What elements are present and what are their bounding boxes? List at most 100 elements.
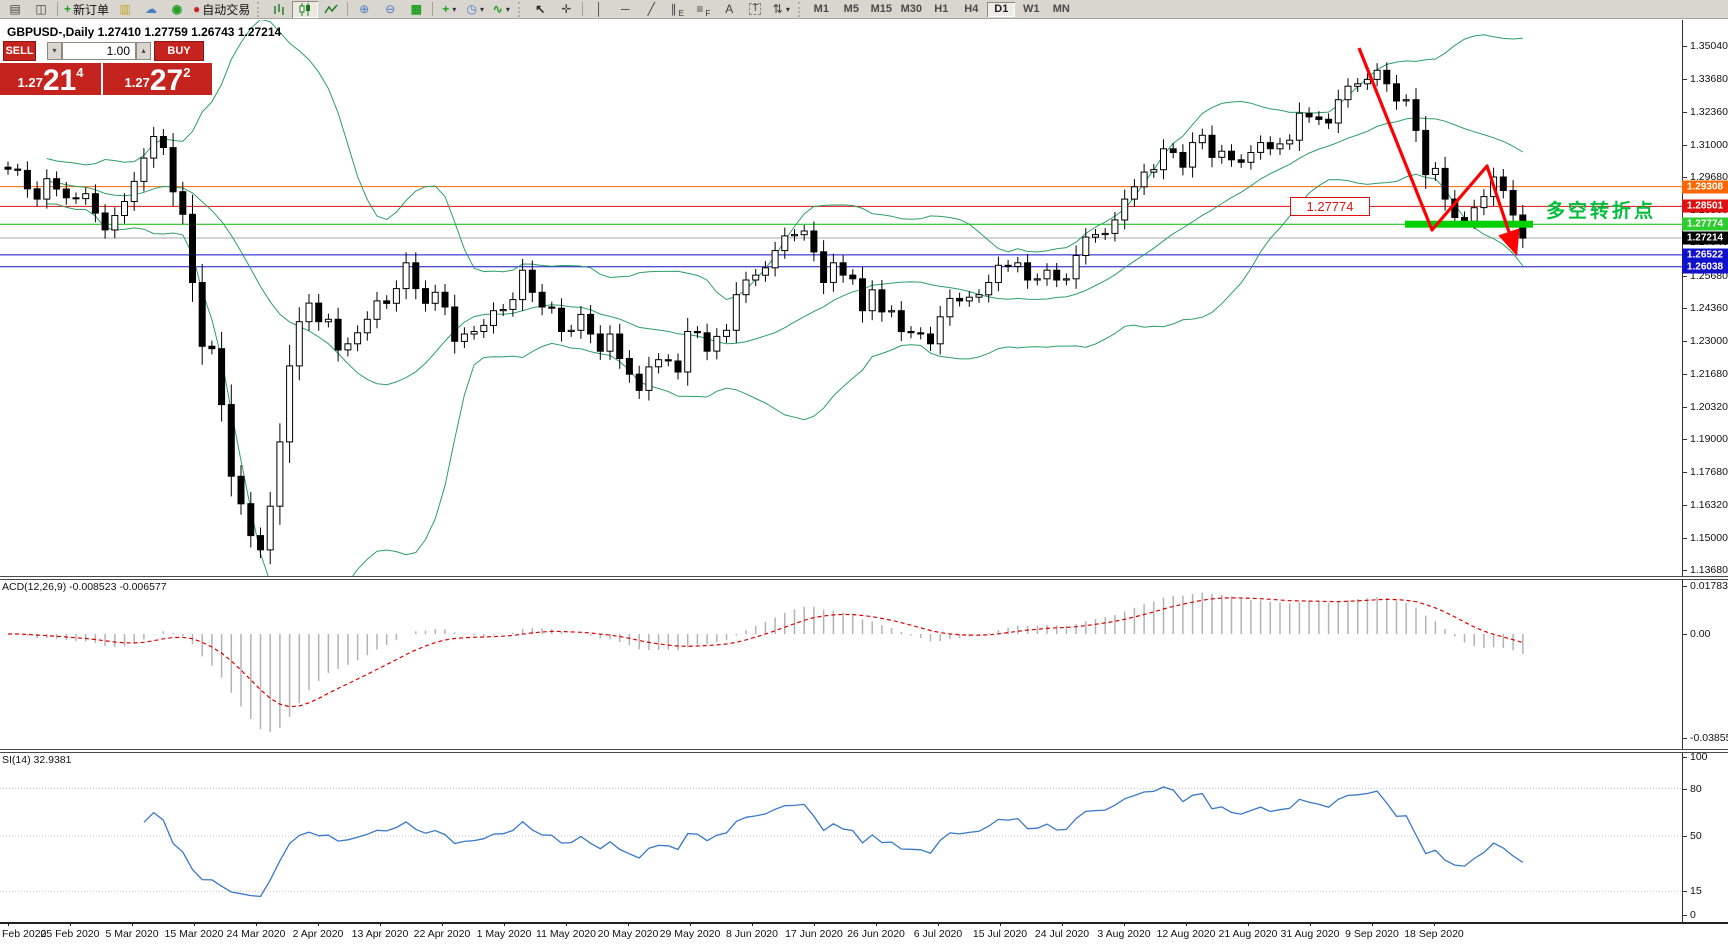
date-axis-label: Feb 2020 xyxy=(2,928,47,940)
timeframe-M5[interactable]: M5 xyxy=(843,3,859,15)
volume-decrease-button[interactable]: ▾ xyxy=(47,41,62,60)
profile-icon[interactable]: ◫ xyxy=(28,1,54,18)
toolbar-separator xyxy=(57,2,58,16)
date-axis-label: 31 Aug 2020 xyxy=(1280,928,1340,940)
price-level-badge: 1.26522 xyxy=(1682,248,1728,262)
price-annotation-box[interactable]: 1.27774 xyxy=(1290,197,1370,216)
zoom-in-button[interactable]: ⊕ xyxy=(351,1,377,18)
sell-price-big: 21 xyxy=(42,64,77,97)
channel-button[interactable]: ∥ E xyxy=(664,1,690,18)
date-axis-label: 26 Jun 2020 xyxy=(847,928,905,940)
fibonacci-letter: F xyxy=(705,8,711,18)
price-axis-tick xyxy=(1682,341,1687,343)
price-axis-label: 1.35040 xyxy=(1690,40,1728,52)
date-axis-tick xyxy=(1062,922,1063,926)
rsi-chart[interactable] xyxy=(0,752,1682,922)
bar-chart-button[interactable] xyxy=(266,1,292,18)
date-axis-tick xyxy=(504,922,505,926)
fibonacci-button[interactable]: ≡ F xyxy=(690,1,716,18)
new-order-button[interactable]: + 新订单 xyxy=(61,1,112,18)
macd-chart[interactable] xyxy=(0,578,1682,748)
date-axis-label: 18 Sep 2020 xyxy=(1404,928,1464,940)
sell-price-box[interactable]: 1.27 21 4 xyxy=(0,63,101,97)
sell-button[interactable]: SELL xyxy=(3,40,36,61)
price-axis-tick xyxy=(1682,569,1687,571)
date-axis-tick xyxy=(938,922,939,926)
date-axis-tick xyxy=(876,922,877,926)
periods-button[interactable]: ◷ ▾ xyxy=(462,1,488,18)
price-axis-tick xyxy=(1682,471,1687,473)
rsi-axis-label: 100 xyxy=(1690,751,1708,763)
price-axis-tick xyxy=(1682,145,1687,147)
toolbar: ▤ ◫ + 新订单 ▥ ☁ ◉ ● 自动交易 ⊕ ⊖ ▦ + ▾ xyxy=(0,0,1728,19)
autotrade-button[interactable]: ● 自动交易 xyxy=(190,1,253,18)
timeframe-M15[interactable]: M15 xyxy=(870,3,892,15)
buy-price-box[interactable]: 1.27 27 2 xyxy=(103,63,212,97)
plus-icon: + xyxy=(64,2,72,16)
price-axis-label: 1.13680 xyxy=(1690,563,1728,576)
history-icon: ▥ xyxy=(119,2,131,16)
timeframe-H4[interactable]: H4 xyxy=(964,3,979,15)
date-axis-label: 8 Jun 2020 xyxy=(726,928,778,940)
text-button[interactable]: A xyxy=(716,1,742,18)
templates-button[interactable]: ∿ ▾ xyxy=(488,1,514,18)
volume-increase-button[interactable]: ▴ xyxy=(136,41,151,60)
window-icon: ▤ xyxy=(9,2,21,16)
community-button[interactable]: ☁ xyxy=(138,1,164,18)
note-annotation[interactable]: 多空转折点 xyxy=(1546,201,1657,222)
toolbar-separator xyxy=(582,2,584,16)
trendline-button[interactable]: ╱ xyxy=(638,1,664,18)
timeframe-H1[interactable]: H1 xyxy=(934,3,949,15)
buy-button[interactable]: BUY xyxy=(154,40,204,61)
price-chart[interactable] xyxy=(0,20,1682,576)
buy-price-big: 27 xyxy=(149,64,184,97)
chart-window: GBPUSD-,Daily 1.27410 1.27759 1.26743 1.… xyxy=(0,20,1728,949)
toolbar-separator xyxy=(432,2,434,16)
history-center-button[interactable]: ▥ xyxy=(112,1,138,18)
crosshair-button[interactable]: ✛ xyxy=(553,1,579,18)
price-axis-label: 1.19000 xyxy=(1690,433,1728,446)
date-axis-label: 15 Mar 2020 xyxy=(164,928,224,940)
horizontal-line-button[interactable]: ─ xyxy=(612,1,638,18)
price-axis-tick xyxy=(1682,46,1687,47)
price-axis-tick xyxy=(1682,505,1687,507)
panel-separator-macd[interactable] xyxy=(0,576,1728,580)
date-axis-tick xyxy=(442,922,443,926)
date-axis-tick xyxy=(814,922,815,926)
cloud-icon: ☁ xyxy=(145,2,158,16)
price-axis-label: 1.33680 xyxy=(1690,73,1728,86)
candlestick-chart-button[interactable] xyxy=(292,0,319,18)
price-axis-tick xyxy=(1682,439,1687,441)
crosshair-icon: ✛ xyxy=(561,2,572,16)
volume-input[interactable]: 1.00 xyxy=(62,41,136,60)
horizontal-line-icon: ─ xyxy=(621,2,630,16)
chart-window-icon[interactable]: ▤ xyxy=(2,1,28,18)
timeframe-M30[interactable]: M30 xyxy=(900,3,922,15)
toolbar-separator xyxy=(347,2,349,16)
macd-axis-tick xyxy=(1682,634,1687,635)
text-label-button[interactable]: T xyxy=(742,1,768,18)
volume-control: ▾ 1.00 ▴ xyxy=(47,41,151,60)
arrows-button[interactable]: ⇅ ▾ xyxy=(768,1,794,18)
date-axis-tick xyxy=(256,922,257,926)
timeframe-M1[interactable]: M1 xyxy=(813,3,829,15)
panel-separator-rsi[interactable] xyxy=(0,749,1728,753)
rsi-axis-tick xyxy=(1682,891,1687,893)
date-axis-label: 11 May 2020 xyxy=(536,928,596,940)
signals-button[interactable]: ◉ xyxy=(164,1,190,18)
tile-windows-button[interactable]: ▦ xyxy=(403,1,429,18)
text-icon: A xyxy=(725,2,734,16)
price-axis-label: 1.20320 xyxy=(1690,401,1728,414)
line-chart-button[interactable] xyxy=(318,1,344,18)
clock-icon: ◷ xyxy=(466,2,478,16)
vertical-line-button[interactable]: │ xyxy=(586,1,612,18)
date-axis-label: 9 Sep 2020 xyxy=(1345,928,1399,940)
timeframe-W1[interactable]: W1 xyxy=(1023,3,1040,15)
timeframe-MN[interactable]: MN xyxy=(1052,3,1070,15)
zoom-out-button[interactable]: ⊖ xyxy=(377,1,403,18)
price-level-badge: 1.26038 xyxy=(1682,260,1728,274)
new-chart-button[interactable]: + ▾ xyxy=(436,1,462,18)
rsi-axis-label: 0 xyxy=(1690,909,1696,921)
cursor-button[interactable]: ↖ xyxy=(527,1,553,18)
timeframe-D1[interactable]: D1 xyxy=(987,1,1016,17)
